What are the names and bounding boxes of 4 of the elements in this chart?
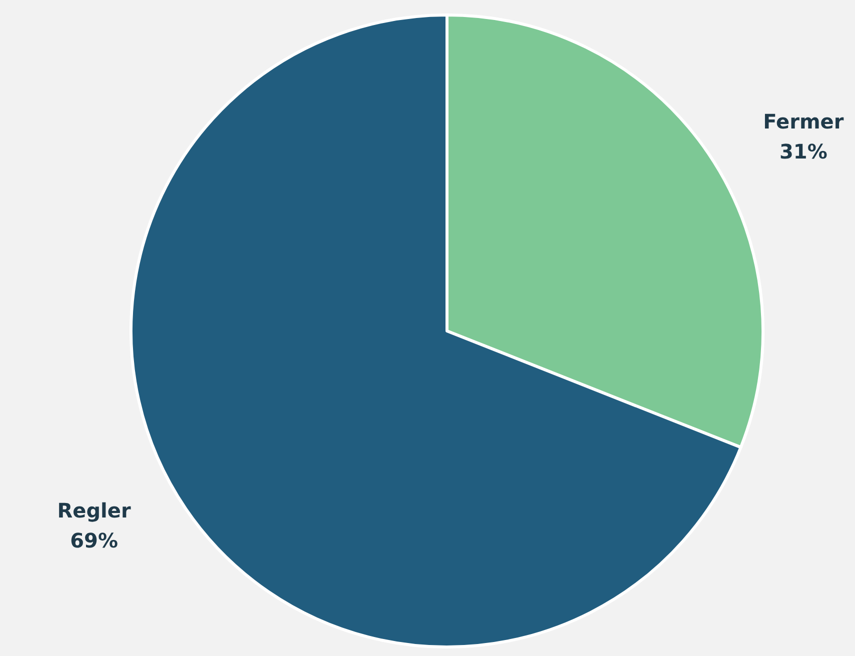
- data-label: 31%: [780, 140, 828, 164]
- data-label: 69%: [70, 528, 118, 552]
- slice-label: Fermer: [763, 110, 844, 134]
- slice-label: Regler: [57, 498, 131, 522]
